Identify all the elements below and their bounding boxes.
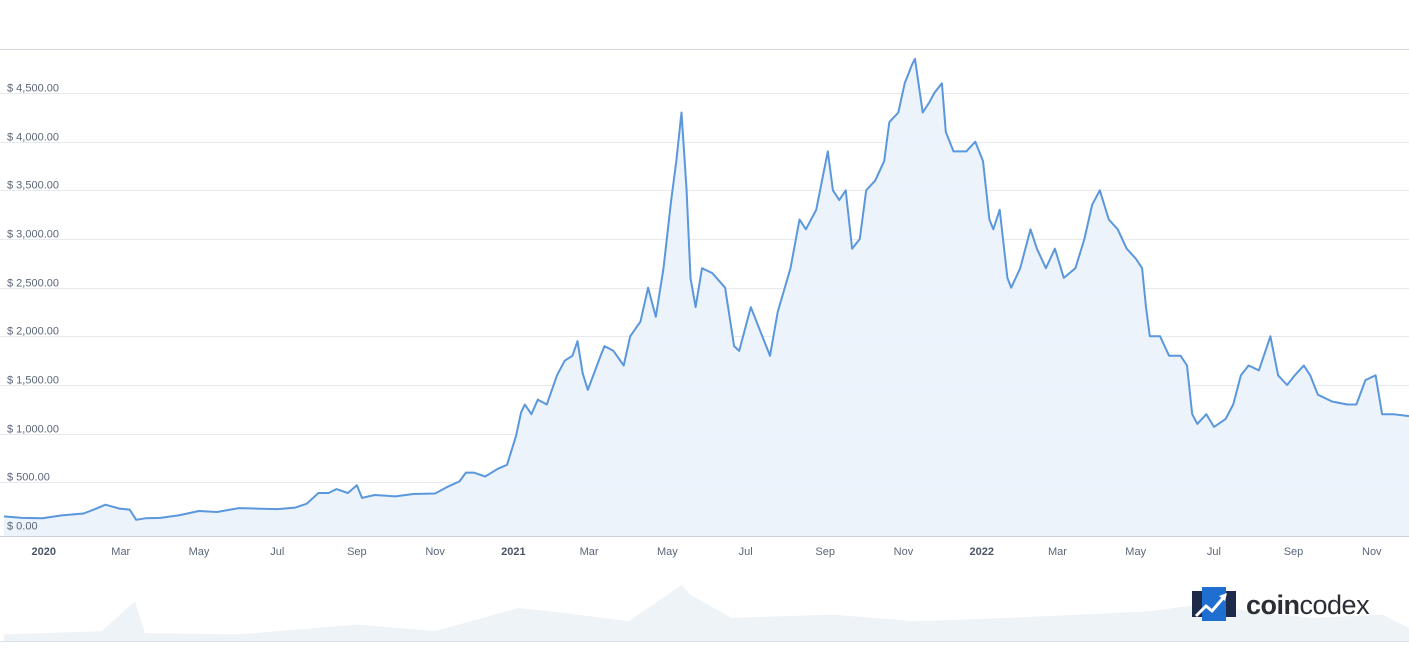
x-axis-labels: 2020 Mar May Jul Sep Nov 2021 Mar May Jul Sep Nov 20… [32, 546, 1383, 558]
x-tick-label: Sep [1284, 546, 1304, 558]
x-tick-label: Nov [1362, 546, 1382, 558]
x-tick-label: Jul [739, 546, 753, 558]
coincodex-logo[interactable]: coincodex [1192, 587, 1371, 621]
x-tick-label-year: 2020 [32, 546, 56, 558]
price-series-line[interactable] [3, 57, 1409, 521]
x-tick-label: Mar [1048, 546, 1067, 558]
x-tick-label: Sep [347, 546, 367, 558]
x-tick-label: Nov [425, 546, 445, 558]
x-tick-label: May [657, 546, 678, 558]
y-tick-label: $ 1,000.00 [7, 424, 59, 436]
price-line-layer[interactable] [3, 57, 1409, 521]
y-tick-label: $ 2,000.00 [7, 326, 59, 338]
y-tick-label: $ 500.00 [7, 472, 50, 484]
x-tick-label: May [189, 546, 210, 558]
volume-area [4, 584, 1409, 641]
y-tick-label: $ 1,500.00 [7, 375, 59, 387]
x-tick-label: Mar [580, 546, 599, 558]
x-tick-label: Mar [111, 546, 130, 558]
coincodex-logo-icon [1192, 587, 1236, 621]
y-tick-label: $ 3,500.00 [7, 180, 59, 192]
y-tick-label: $ 0.00 [7, 521, 38, 533]
y-tick-label: $ 4,000.00 [7, 132, 59, 144]
svg-text:coincodex: coincodex [1246, 590, 1370, 620]
x-tick-label: Nov [894, 546, 914, 558]
y-tick-label: $ 4,500.00 [7, 83, 59, 95]
x-tick-label-year: 2021 [501, 546, 525, 558]
price-area-fill [4, 58, 1409, 537]
x-tick-label: Jul [1207, 546, 1221, 558]
brand-name-coin: coin [1246, 590, 1300, 620]
y-axis-labels: $ 0.00 $ 500.00 $ 1,000.00 $ 1,500.00 $ 2,00… [7, 83, 59, 533]
volume-navigator[interactable] [0, 584, 1409, 642]
brand-name-codex: codex [1300, 590, 1371, 620]
x-tick-label: Jul [270, 546, 284, 558]
y-tick-label: $ 3,000.00 [7, 229, 59, 241]
y-tick-label: $ 2,500.00 [7, 278, 59, 290]
x-tick-label: Sep [815, 546, 835, 558]
x-tick-label-year: 2022 [969, 546, 993, 558]
price-area [4, 58, 1409, 537]
x-tick-label: May [1125, 546, 1146, 558]
